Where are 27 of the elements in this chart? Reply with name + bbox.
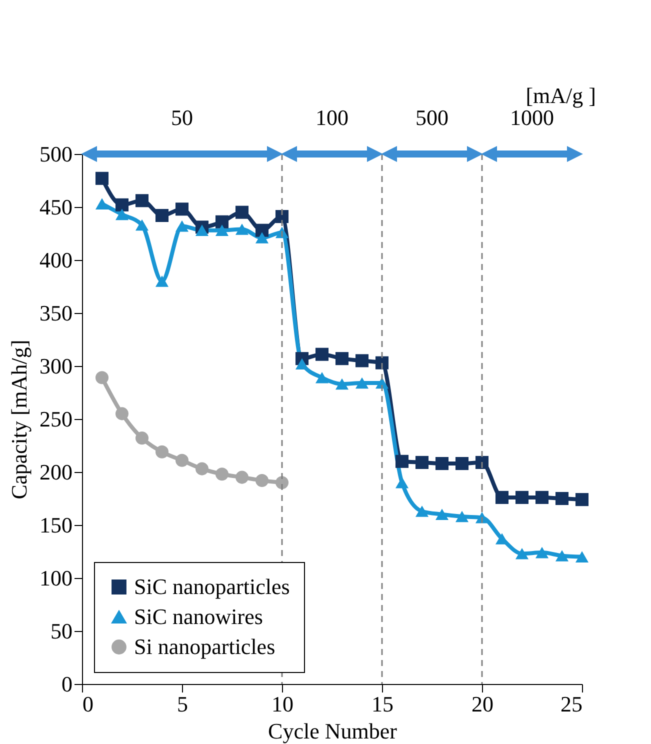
y-tick-label: 150 (40, 512, 72, 538)
x-tick-label: 25 (560, 692, 582, 716)
x-tick-label: 0 (82, 692, 94, 716)
y-tick-label: 100 (40, 566, 72, 590)
text: [mA/g ] (526, 83, 596, 108)
y-tick-label: 350 (40, 300, 72, 326)
legend-label: Si nanoparticles (134, 634, 276, 659)
legend-label: SiC nanoparticles (134, 574, 290, 599)
x-tick-label: 5 (177, 692, 188, 716)
y-tick-label: 450 (40, 194, 72, 220)
y-tick-label: 200 (40, 460, 72, 484)
y-axis-title: Capacity [mAh/g] (6, 340, 32, 500)
y-tick-label: 500 (40, 142, 72, 166)
text: 100 (316, 105, 348, 130)
y-tick-label: 0 (62, 672, 72, 696)
y-tick-label: 50 (50, 618, 72, 644)
legend-label: SiC nanowires (134, 604, 263, 629)
x-tick-label: 15 (372, 692, 394, 716)
y-tick-label: 250 (40, 406, 72, 432)
x-tick-label: 10 (272, 692, 294, 716)
y-tick-label: 400 (40, 248, 72, 272)
text: 50 (171, 105, 193, 130)
text: 500 (416, 105, 448, 130)
x-tick-label: 20 (472, 692, 494, 716)
text: 1000 (510, 105, 554, 130)
y-tick-label: 300 (40, 354, 72, 378)
x-axis-title: Cycle Number (268, 718, 398, 744)
